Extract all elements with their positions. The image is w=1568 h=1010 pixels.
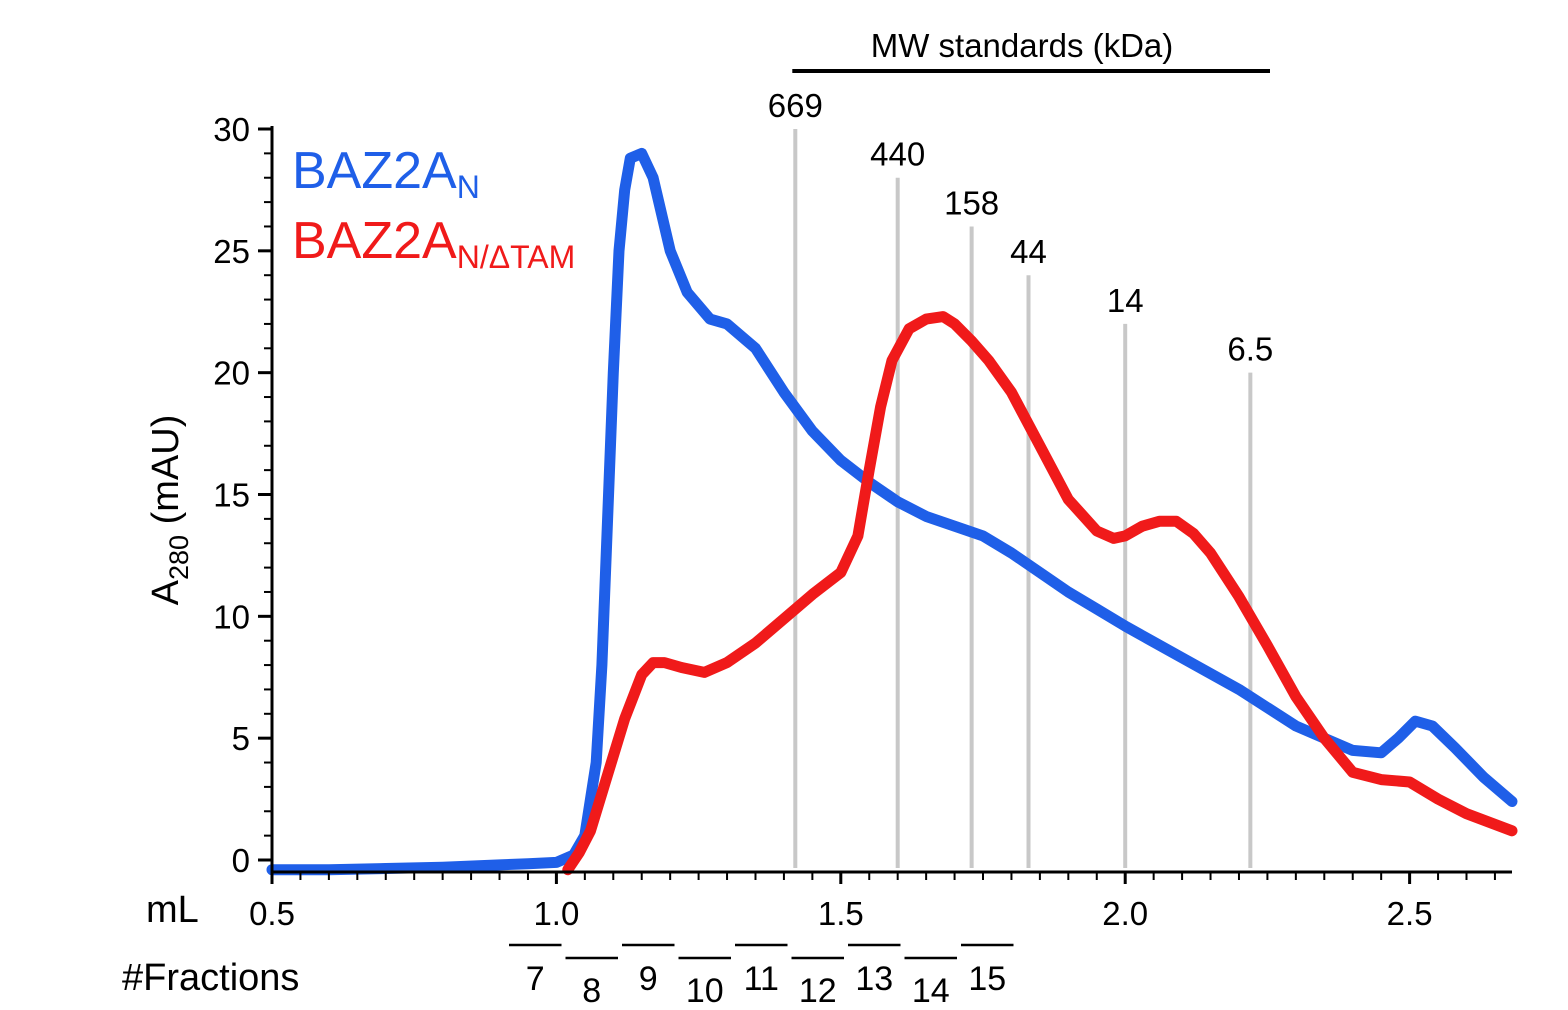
fraction-label: 8 bbox=[582, 972, 601, 1010]
x-tick-label: 1.0 bbox=[533, 895, 579, 932]
mw-marker-label: 440 bbox=[870, 136, 925, 173]
fraction-label: 9 bbox=[639, 960, 658, 998]
fraction-label: 12 bbox=[799, 972, 837, 1010]
y-tick-label: 5 bbox=[232, 720, 250, 757]
y-tick-label: 10 bbox=[213, 598, 250, 635]
mw-marker-label: 6.5 bbox=[1227, 331, 1273, 368]
mw-marker-label: 14 bbox=[1107, 282, 1144, 319]
fractions-title: #Fractions bbox=[122, 957, 299, 999]
legend-blue: BAZ2AN bbox=[292, 142, 480, 205]
mw-standards: 669 440 158 44 14 6.5 MW standards (kDa) bbox=[768, 27, 1273, 868]
fraction-label: 10 bbox=[686, 972, 724, 1010]
y-tick-label: 20 bbox=[213, 355, 250, 392]
y-tick-label: 25 bbox=[213, 233, 250, 270]
y-tick-label: 30 bbox=[213, 111, 250, 148]
fraction-label: 11 bbox=[744, 960, 779, 998]
series-lines bbox=[266, 147, 1518, 876]
ticks: 0 5 10 15 20 25 30 0.5 1.0 1.5 2.0 2.5 bbox=[213, 111, 1496, 932]
x-tick-label: 0.5 bbox=[249, 895, 295, 932]
fraction-label: 13 bbox=[855, 960, 893, 998]
x-tick-label: 2.5 bbox=[1387, 895, 1433, 932]
x-tick-label: 2.0 bbox=[1102, 895, 1148, 932]
series-line-red bbox=[562, 311, 1518, 876]
y-tick-label: 15 bbox=[213, 477, 250, 514]
y-tick-label: 0 bbox=[232, 842, 250, 879]
fraction-label: 7 bbox=[526, 960, 545, 998]
fraction-label: 14 bbox=[912, 972, 950, 1010]
mw-marker-label: 158 bbox=[944, 184, 999, 221]
legend-red: BAZ2AN/ΔTAM bbox=[292, 212, 575, 275]
y-axis-title: A280 (mAU) bbox=[145, 415, 194, 606]
mw-standards-title: MW standards (kDa) bbox=[871, 27, 1174, 64]
fractions: 7 8 9 10 11 12 13 14 15 bbox=[509, 943, 1014, 1010]
fraction-label: 15 bbox=[968, 960, 1006, 998]
x-axis-title: mL bbox=[146, 889, 199, 931]
mw-marker-label: 44 bbox=[1010, 233, 1047, 270]
mw-marker-label: 669 bbox=[768, 87, 823, 124]
x-tick-label: 1.5 bbox=[818, 895, 864, 932]
legend: BAZ2AN BAZ2AN/ΔTAM bbox=[292, 142, 575, 275]
